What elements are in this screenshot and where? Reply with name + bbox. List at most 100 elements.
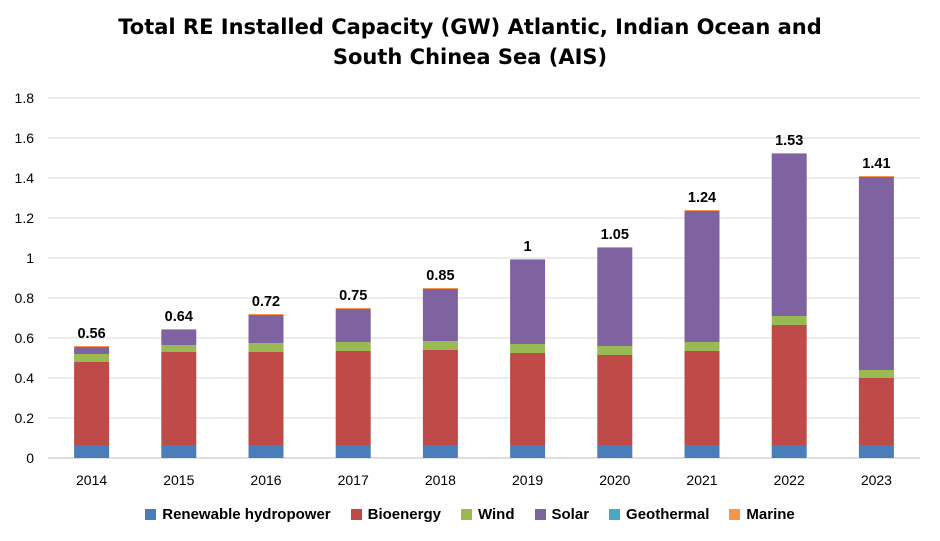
bar-total-label: 0.64 xyxy=(165,309,193,325)
bar-segment-bioenergy xyxy=(161,352,197,445)
bar-segment-bioenergy xyxy=(510,353,546,445)
bar-total-label: 0.72 xyxy=(252,294,280,310)
bar-segment-solar xyxy=(771,154,807,316)
bar-segment-bioenergy xyxy=(335,351,371,445)
x-tick-label: 2016 xyxy=(250,472,281,488)
bar-total-label: 1.24 xyxy=(688,190,716,206)
bar-total-label: 1.05 xyxy=(601,227,629,243)
y-tick-label: 1.6 xyxy=(15,130,35,146)
x-tick-label: 2023 xyxy=(861,472,892,488)
bar-segment-marine xyxy=(510,259,546,260)
bar-total-label: 0.85 xyxy=(426,268,454,284)
y-tick-label: 1 xyxy=(26,250,34,266)
bar-segment-renewable-hydropower xyxy=(422,445,458,458)
bar-segment-bioenergy xyxy=(597,355,633,445)
legend-label: Geothermal xyxy=(626,506,710,523)
bar-segment-bioenergy xyxy=(74,362,110,445)
bar-segment-solar xyxy=(684,211,720,342)
bar-segment-marine xyxy=(335,308,371,309)
chart-title: Total RE Installed Capacity (GW) Atlanti… xyxy=(0,12,940,72)
legend-item: Marine xyxy=(729,506,795,523)
legend-swatch xyxy=(145,509,157,520)
chart-title-line-1: Total RE Installed Capacity (GW) Atlanti… xyxy=(118,15,822,39)
x-tick-label: 2019 xyxy=(512,472,543,488)
bar-segment-bioenergy xyxy=(771,325,807,445)
x-tick-label: 2022 xyxy=(774,472,805,488)
bar-segment-wind xyxy=(858,370,894,378)
bar-segment-wind xyxy=(74,354,110,362)
bar-segment-renewable-hydropower xyxy=(510,445,546,458)
bar-segment-renewable-hydropower xyxy=(771,445,807,458)
bar-segment-bioenergy xyxy=(248,352,284,445)
y-tick-label: 0.8 xyxy=(15,290,35,306)
bar-segment-renewable-hydropower xyxy=(248,445,284,458)
legend-item: Solar xyxy=(534,506,590,523)
bar-segment-solar xyxy=(74,347,110,354)
bar-total-label: 0.75 xyxy=(339,288,367,304)
bar-segment-wind xyxy=(510,344,546,353)
bar-segment-renewable-hydropower xyxy=(161,445,197,458)
bar-segment-marine xyxy=(422,288,458,289)
legend-swatch xyxy=(729,509,741,520)
y-tick-label: 0.2 xyxy=(15,410,35,426)
legend: Renewable hydropower Bioenergy Wind Solar Ge… xyxy=(0,506,940,523)
legend-label: Marine xyxy=(746,506,795,523)
x-tick-label: 2014 xyxy=(76,472,107,488)
bar-segment-bioenergy xyxy=(422,350,458,445)
bar-segment-wind xyxy=(335,342,371,351)
bar-segment-renewable-hydropower xyxy=(335,445,371,458)
x-tick-label: 2021 xyxy=(686,472,717,488)
legend-item: Geothermal xyxy=(609,506,709,523)
bar-segment-renewable-hydropower xyxy=(858,445,894,458)
bar-total-label: 1 xyxy=(524,239,532,255)
legend-swatch xyxy=(534,509,546,520)
chart-title-line-2: South Chinea Sea (AIS) xyxy=(332,45,608,69)
x-tick-label: 2018 xyxy=(425,472,456,488)
y-tick-label: 0.6 xyxy=(15,330,35,346)
bar-segment-marine xyxy=(161,329,197,330)
y-tick-label: 1.8 xyxy=(15,90,35,106)
legend-swatch xyxy=(350,509,362,520)
bar-segment-wind xyxy=(422,341,458,350)
legend-item: Bioenergy xyxy=(350,506,441,523)
bar-segment-solar xyxy=(510,260,546,344)
y-tick-label: 0.4 xyxy=(15,370,35,386)
x-tick-label: 2020 xyxy=(599,472,630,488)
bar-segment-bioenergy xyxy=(858,378,894,445)
bar-total-label: 1.41 xyxy=(862,156,890,172)
bar-segment-solar xyxy=(597,248,633,346)
legend-label: Renewable hydropower xyxy=(162,506,331,523)
bar-segment-bioenergy xyxy=(684,351,720,445)
bar-segment-marine xyxy=(771,153,807,154)
legend-label: Solar xyxy=(551,506,590,523)
bar-segment-wind xyxy=(248,343,284,352)
bar-segment-wind xyxy=(597,346,633,355)
y-tick-label: 0 xyxy=(26,450,34,466)
bar-segment-solar xyxy=(858,177,894,370)
bar-segment-marine xyxy=(248,314,284,315)
bar-segment-renewable-hydropower xyxy=(597,445,633,458)
bar-segment-marine xyxy=(684,210,720,211)
bar-segment-solar xyxy=(248,315,284,343)
bar-total-label: 0.56 xyxy=(77,326,105,342)
bar-segment-renewable-hydropower xyxy=(74,445,110,458)
bar-segment-solar xyxy=(335,309,371,342)
x-tick-label: 2017 xyxy=(338,472,369,488)
bar-segment-wind xyxy=(771,316,807,325)
legend-swatch xyxy=(609,509,621,520)
legend-item: Wind xyxy=(460,506,515,523)
legend-item: Renewable hydropower xyxy=(145,506,331,523)
legend-label: Wind xyxy=(477,506,515,523)
bar-segment-marine xyxy=(597,247,633,248)
y-tick-label: 1.4 xyxy=(15,170,35,186)
bar-segment-marine xyxy=(858,176,894,177)
bar-segment-wind xyxy=(161,345,197,352)
bar-segment-wind xyxy=(684,342,720,351)
bar-total-label: 1.53 xyxy=(775,133,803,149)
bar-segment-solar xyxy=(422,289,458,341)
x-tick-label: 2015 xyxy=(163,472,194,488)
bar-segment-marine xyxy=(74,346,110,347)
bar-segment-renewable-hydropower xyxy=(684,445,720,458)
